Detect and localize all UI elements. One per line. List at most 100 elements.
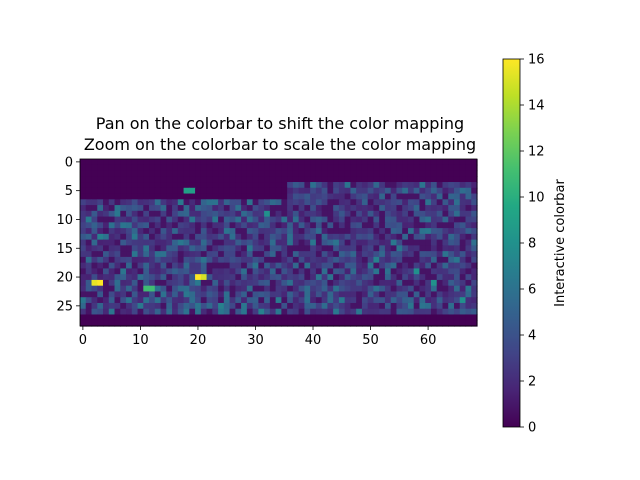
heatmap-cell — [287, 279, 294, 287]
heatmap-cell — [200, 308, 208, 316]
heatmap-cell — [246, 262, 254, 270]
heatmap-cell — [103, 233, 110, 241]
heatmap-cell — [310, 308, 317, 316]
heatmap-cell — [471, 314, 478, 321]
heatmap-cell — [425, 302, 432, 310]
heatmap-cell — [465, 279, 472, 287]
heatmap-cell — [246, 159, 254, 166]
heatmap-cell — [189, 314, 196, 321]
heatmap-cell — [419, 176, 426, 183]
heatmap-cell — [471, 291, 478, 298]
heatmap-cell — [114, 320, 121, 327]
heatmap-cell — [396, 274, 403, 281]
heatmap-cell — [396, 210, 403, 218]
heatmap-cell — [200, 320, 208, 327]
heatmap-cell — [177, 239, 185, 246]
heatmap-cell — [430, 170, 438, 177]
heatmap-cell — [292, 216, 300, 223]
heatmap-cell — [91, 210, 98, 218]
heatmap-cell — [252, 245, 259, 252]
heatmap-cell — [252, 274, 259, 281]
heatmap-cell — [91, 182, 98, 189]
heatmap-cell — [419, 199, 426, 206]
heatmap-cell — [425, 182, 432, 189]
heatmap-cell — [453, 228, 461, 235]
heatmap-cell — [131, 320, 139, 327]
heatmap-cell — [384, 222, 392, 229]
heatmap-cell — [223, 308, 231, 316]
heatmap-cell — [80, 291, 87, 298]
heatmap-cell — [252, 251, 259, 258]
heatmap-cell — [269, 268, 277, 275]
heatmap-cell — [436, 205, 444, 212]
heatmap-cell — [166, 320, 173, 327]
heatmap-cell — [166, 187, 173, 195]
heatmap-cell — [356, 159, 363, 166]
heatmap-cell — [160, 320, 167, 327]
heatmap-cell — [160, 274, 167, 281]
heatmap-cell — [361, 193, 369, 200]
heatmap-cell — [189, 239, 196, 246]
heatmap-cell — [172, 159, 179, 166]
heatmap-cell — [258, 159, 265, 166]
heatmap-cell — [344, 233, 352, 241]
heatmap-cell — [281, 320, 288, 327]
heatmap-cell — [149, 302, 156, 310]
heatmap-cell — [281, 268, 288, 275]
heatmap-cell — [459, 176, 467, 183]
heatmap-cell — [321, 279, 328, 287]
heatmap-cell — [373, 199, 380, 206]
colorbar-gradient[interactable] — [503, 59, 520, 427]
heatmap-cell — [361, 199, 369, 206]
heatmap-cell — [298, 228, 305, 235]
heatmap-cell — [154, 245, 162, 252]
heatmap-cell — [269, 164, 277, 172]
heatmap-cell — [275, 239, 282, 246]
heatmap-cell — [195, 210, 202, 218]
heatmap-cell — [206, 308, 213, 316]
heatmap-cell — [407, 251, 415, 258]
heatmap-cell — [183, 291, 190, 298]
heatmap-cell — [189, 256, 196, 264]
heatmap-cell — [310, 233, 317, 241]
heatmap-cell — [425, 216, 432, 223]
heatmap-cell — [195, 256, 202, 264]
x-tick-label: 60 — [420, 333, 437, 348]
heatmap-cell — [333, 279, 340, 287]
heatmap-cell — [338, 308, 346, 316]
heatmap-cell — [235, 199, 242, 206]
heatmap-cell — [396, 164, 403, 172]
heatmap-cell — [80, 320, 87, 327]
heatmap-cell — [338, 320, 346, 327]
heatmap-cell — [436, 320, 444, 327]
heatmap-cell — [321, 302, 328, 310]
heatmap-cell — [298, 262, 305, 270]
heatmap-cell — [304, 193, 311, 200]
heatmap-cell — [350, 308, 357, 316]
heatmap-cell — [367, 274, 375, 281]
heatmap-cell — [442, 164, 449, 172]
heatmap-cell — [206, 222, 213, 229]
heatmap-cell — [350, 159, 357, 166]
heatmap-cell — [275, 285, 282, 293]
heatmap-cell — [402, 251, 409, 258]
heatmap-cell — [275, 216, 282, 223]
heatmap-cell — [85, 274, 93, 281]
heatmap-cell — [120, 199, 127, 206]
heatmap-cell — [195, 291, 202, 298]
heatmap-cell — [442, 222, 449, 229]
heatmap-cell — [160, 297, 167, 304]
heatmap-cell — [425, 285, 432, 293]
heatmap-cell — [177, 279, 185, 287]
heatmap-cell — [126, 193, 133, 200]
heatmap-cell — [154, 320, 162, 327]
heatmap-cell — [126, 164, 133, 172]
heatmap-cell — [189, 262, 196, 270]
heatmap-cell — [327, 245, 334, 252]
heatmap-cell — [413, 251, 421, 258]
heatmap-cell — [333, 187, 340, 195]
heatmap-cell — [212, 182, 219, 189]
